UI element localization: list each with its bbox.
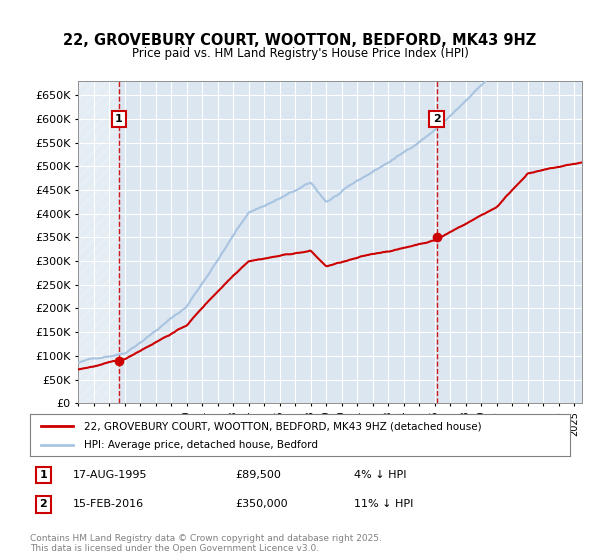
Text: Contains HM Land Registry data © Crown copyright and database right 2025.
This d: Contains HM Land Registry data © Crown c… bbox=[30, 534, 382, 553]
Text: 15-FEB-2016: 15-FEB-2016 bbox=[73, 500, 145, 510]
Bar bbox=[78, 81, 117, 403]
Text: HPI: Average price, detached house, Bedford: HPI: Average price, detached house, Bedf… bbox=[84, 440, 318, 450]
Text: 17-AUG-1995: 17-AUG-1995 bbox=[73, 470, 148, 480]
Text: 1: 1 bbox=[115, 114, 122, 124]
Text: 4% ↓ HPI: 4% ↓ HPI bbox=[354, 470, 407, 480]
Text: £350,000: £350,000 bbox=[235, 500, 288, 510]
Text: 22, GROVEBURY COURT, WOOTTON, BEDFORD, MK43 9HZ: 22, GROVEBURY COURT, WOOTTON, BEDFORD, M… bbox=[64, 32, 536, 48]
Text: 2: 2 bbox=[40, 500, 47, 510]
Text: Price paid vs. HM Land Registry's House Price Index (HPI): Price paid vs. HM Land Registry's House … bbox=[131, 47, 469, 60]
Text: 1: 1 bbox=[40, 470, 47, 480]
Text: 2: 2 bbox=[433, 114, 440, 124]
Text: 11% ↓ HPI: 11% ↓ HPI bbox=[354, 500, 413, 510]
Text: £89,500: £89,500 bbox=[235, 470, 281, 480]
Text: 22, GROVEBURY COURT, WOOTTON, BEDFORD, MK43 9HZ (detached house): 22, GROVEBURY COURT, WOOTTON, BEDFORD, M… bbox=[84, 421, 482, 431]
